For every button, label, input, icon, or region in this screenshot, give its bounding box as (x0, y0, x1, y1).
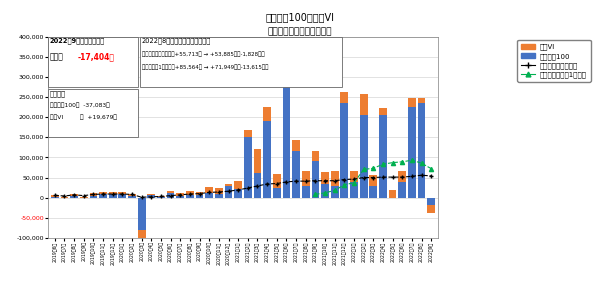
Bar (254, 149, 262, 174)
Bar (244, 137, 251, 198)
Bar (148, 194, 155, 195)
Bar (370, 175, 377, 186)
Bar (350, 171, 358, 182)
Bar (321, 184, 329, 198)
Bar (311, 151, 319, 161)
Bar (61, 197, 68, 199)
Bar (283, 79, 290, 87)
Bar (61, 198, 68, 199)
Bar (263, 107, 271, 121)
Bar (140, 37, 343, 87)
Bar (48, 37, 138, 87)
Bar (186, 191, 194, 195)
Bar (51, 195, 59, 197)
Bar (224, 184, 232, 185)
Bar (379, 108, 387, 115)
Bar (196, 192, 203, 195)
Bar (186, 195, 194, 198)
Bar (176, 196, 184, 198)
Bar (360, 94, 368, 115)
Bar (340, 92, 348, 103)
Bar (370, 186, 377, 198)
Bar (292, 151, 300, 198)
Bar (128, 196, 136, 198)
Text: 米国VI         ：  +19,679円: 米国VI ： +19,679円 (50, 114, 117, 120)
Bar (408, 107, 416, 198)
Text: 【内訳】: 【内訳】 (50, 90, 66, 97)
Bar (292, 140, 300, 151)
Bar (224, 185, 232, 198)
Bar (138, 230, 146, 238)
Bar (118, 192, 126, 194)
Bar (244, 130, 251, 137)
Bar (99, 192, 107, 194)
Bar (427, 198, 435, 213)
Bar (196, 195, 203, 198)
Bar (350, 182, 358, 198)
Bar (99, 194, 107, 198)
Bar (360, 115, 368, 198)
Bar (389, 190, 397, 199)
Text: 2022年9月の価格調整額: 2022年9月の価格調整額 (50, 38, 105, 44)
Bar (408, 98, 416, 107)
Bar (283, 87, 290, 198)
Bar (273, 188, 281, 198)
Bar (48, 89, 138, 137)
Bar (302, 185, 310, 198)
Bar (128, 194, 136, 196)
Bar (340, 103, 348, 198)
Bar (331, 185, 338, 198)
Bar (379, 115, 387, 198)
Bar (389, 198, 397, 199)
Bar (321, 172, 329, 184)
Text: 価格調整額（月次）の推移: 価格調整額（月次）の推移 (268, 27, 332, 37)
Bar (167, 193, 175, 198)
Bar (331, 171, 338, 185)
Bar (89, 196, 97, 198)
Bar (70, 196, 78, 198)
Legend: 米国VI, イギリス100, 合計平均（全期間）, 合計平均（近近1年間）: 米国VI, イギリス100, 合計平均（全期間）, 合計平均（近近1年間） (517, 40, 590, 82)
Bar (109, 192, 116, 194)
Bar (157, 197, 165, 198)
Bar (205, 187, 213, 193)
Bar (176, 193, 184, 196)
Bar (273, 174, 281, 188)
Bar (418, 103, 425, 198)
Bar (235, 189, 242, 198)
Bar (254, 174, 262, 198)
Text: イギリス100＆米国VI: イギリス100＆米国VI (265, 12, 335, 22)
Bar (398, 171, 406, 182)
Bar (148, 194, 155, 198)
Text: 合計：: 合計： (50, 53, 64, 62)
Bar (215, 194, 223, 198)
Bar (398, 182, 406, 198)
Bar (311, 161, 319, 198)
Text: 平均（全期間）　　：+55,713円 → +53,885円（-1,828円）: 平均（全期間） ：+55,713円 → +53,885円（-1,828円） (142, 52, 264, 57)
Bar (205, 193, 213, 198)
Bar (235, 181, 242, 189)
Bar (109, 194, 116, 198)
Text: -17,404円: -17,404円 (77, 53, 114, 62)
Bar (302, 171, 310, 185)
Bar (80, 197, 88, 198)
Text: 2022年8月分からの平均値の変動: 2022年8月分からの平均値の変動 (142, 38, 211, 44)
Bar (427, 205, 435, 213)
Bar (51, 197, 59, 198)
Bar (157, 196, 165, 197)
Bar (263, 121, 271, 198)
Bar (167, 191, 175, 193)
Bar (138, 198, 146, 230)
Bar (118, 194, 126, 198)
Bar (89, 193, 97, 196)
Text: 平均（近近1年間）：+85,564円 → +71,949円（-13,615円）: 平均（近近1年間）：+85,564円 → +71,949円（-13,615円） (142, 65, 268, 70)
Text: イギリス100：  -37,083円: イギリス100： -37,083円 (50, 102, 110, 108)
Bar (418, 98, 425, 103)
Bar (215, 188, 223, 194)
Bar (70, 194, 78, 196)
